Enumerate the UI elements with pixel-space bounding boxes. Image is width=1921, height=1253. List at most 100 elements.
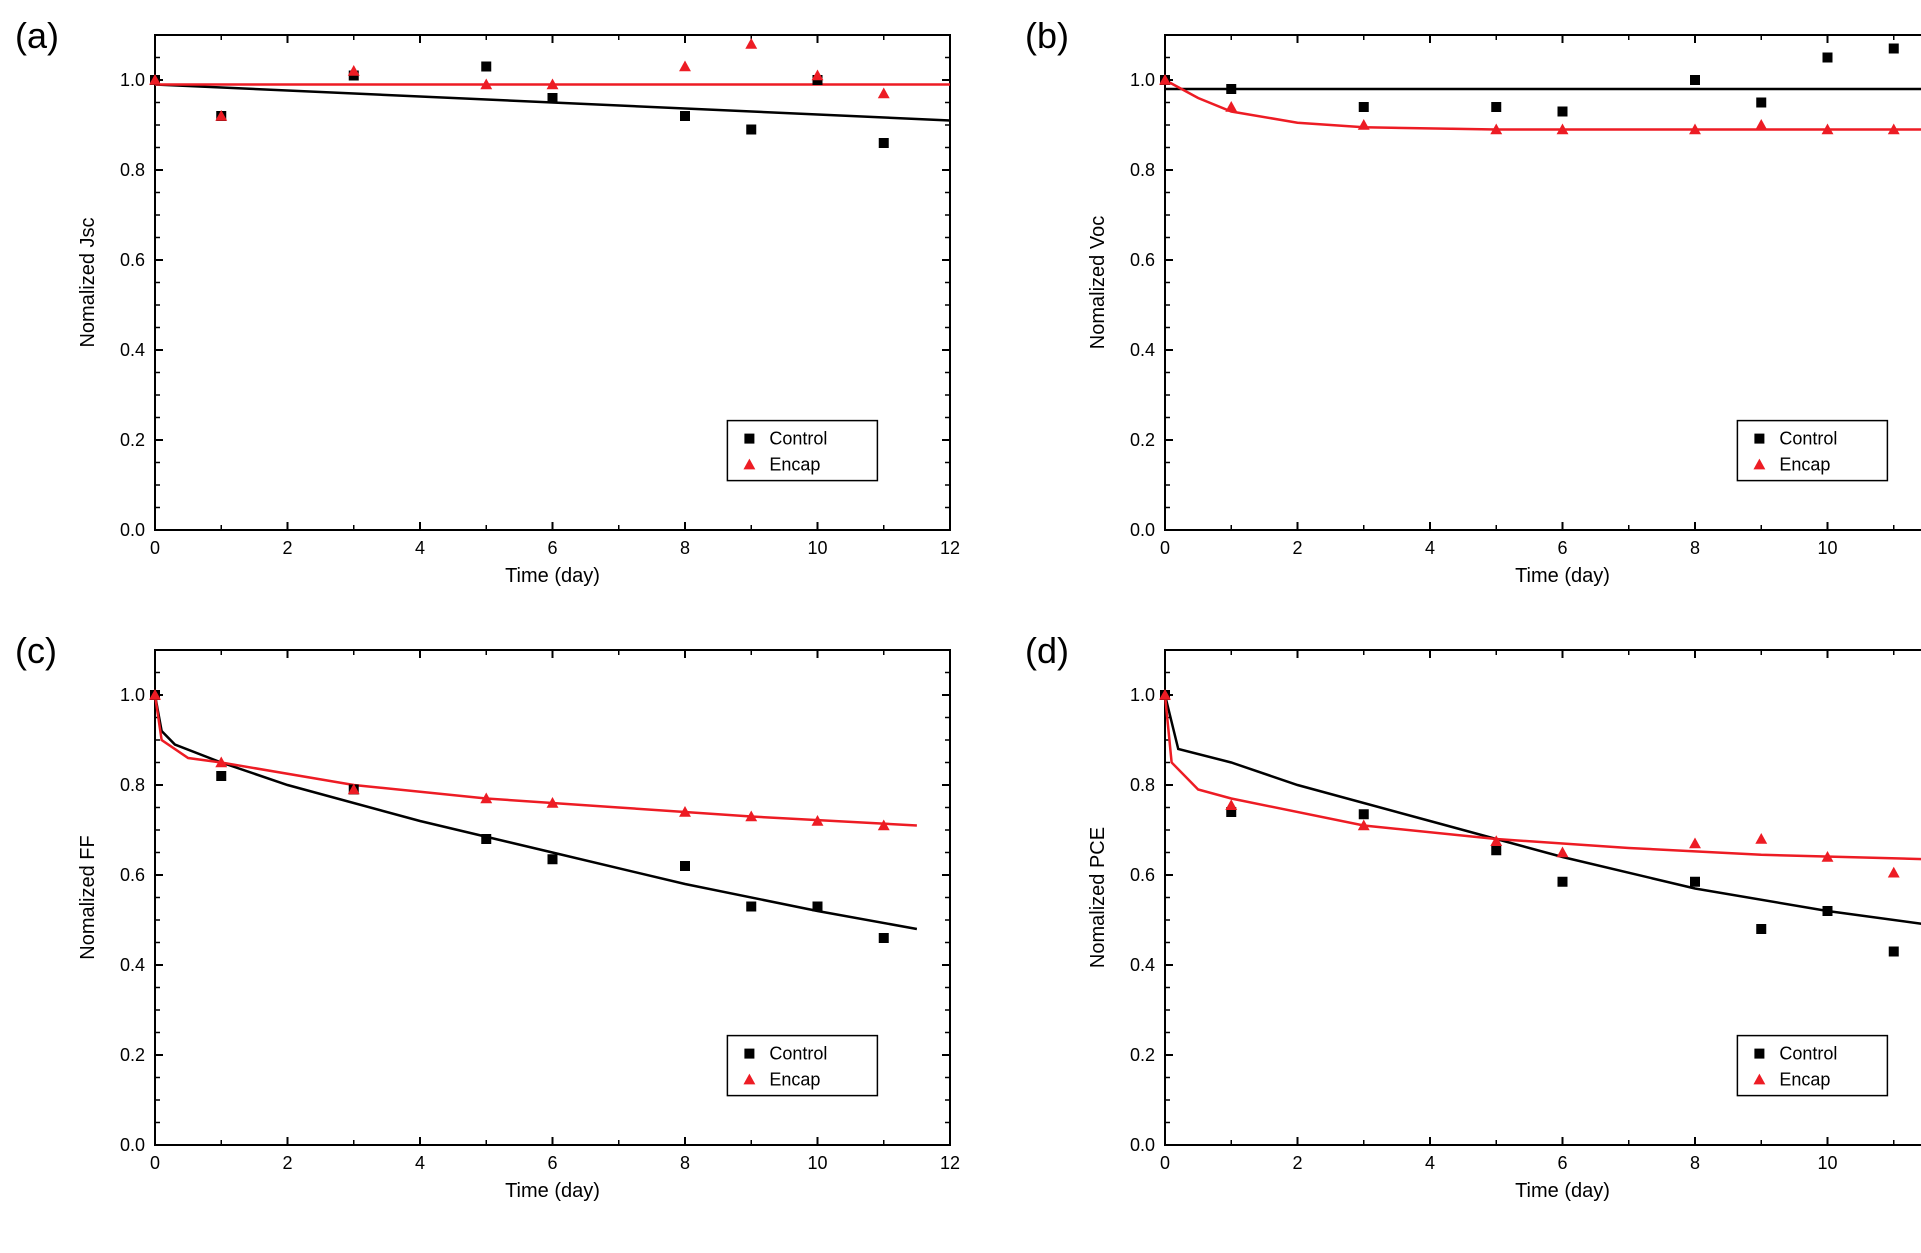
- square-marker: [744, 434, 754, 444]
- chart-svg: 0246810120.00.20.40.60.81.0Time (day)Nom…: [1080, 635, 1921, 1215]
- y-axis-label: Nomalized PCE: [1087, 827, 1109, 968]
- y-axis-label: Nomalized FF: [77, 835, 99, 959]
- panel-a: (a) 0246810120.00.20.40.60.81.0Time (day…: [20, 20, 970, 605]
- square-marker: [746, 125, 756, 135]
- legend-label-encap: Encap: [1779, 1070, 1830, 1090]
- x-tick-label: 4: [1425, 1153, 1435, 1173]
- y-tick-label: 0.6: [120, 250, 145, 270]
- x-axis-label: Time (day): [1515, 1180, 1610, 1202]
- y-tick-label: 0.8: [120, 775, 145, 795]
- square-marker: [1823, 53, 1833, 63]
- y-tick-label: 0.8: [1130, 160, 1155, 180]
- panel-label-c: (c): [15, 630, 57, 672]
- y-tick-label: 1.0: [1130, 685, 1155, 705]
- control-fit-line: [1165, 695, 1921, 925]
- square-marker: [1558, 877, 1568, 887]
- square-marker: [481, 62, 491, 72]
- square-marker: [744, 1049, 754, 1059]
- y-tick-label: 0.4: [1130, 340, 1155, 360]
- square-marker: [548, 93, 558, 103]
- x-tick-label: 2: [1292, 1153, 1302, 1173]
- y-tick-label: 0.8: [120, 160, 145, 180]
- square-marker: [1226, 84, 1236, 94]
- x-tick-label: 0: [1160, 538, 1170, 558]
- square-marker: [746, 902, 756, 912]
- encap-fit-line: [1165, 80, 1921, 130]
- square-marker: [216, 771, 226, 781]
- triangle-marker: [679, 61, 691, 72]
- triangle-marker: [1888, 867, 1900, 878]
- y-tick-label: 0.6: [1130, 250, 1155, 270]
- x-axis-label: Time (day): [505, 565, 600, 587]
- encap-fit-line: [1165, 695, 1921, 859]
- square-marker: [1756, 98, 1766, 108]
- x-tick-label: 6: [1557, 538, 1567, 558]
- panel-c: (c) 0246810120.00.20.40.60.81.0Time (day…: [20, 635, 970, 1220]
- y-tick-label: 0.4: [120, 340, 145, 360]
- square-marker: [680, 861, 690, 871]
- triangle-marker: [745, 38, 757, 49]
- chart-wrap: 0246810120.00.20.40.60.81.0Time (day)Nom…: [1080, 635, 1921, 1220]
- square-marker: [1889, 44, 1899, 54]
- y-tick-label: 1.0: [120, 70, 145, 90]
- chart-svg: 0246810120.00.20.40.60.81.0Time (day)Nom…: [70, 20, 970, 600]
- y-tick-label: 0.4: [1130, 955, 1155, 975]
- y-tick-label: 0.2: [120, 1045, 145, 1065]
- x-tick-label: 2: [282, 538, 292, 558]
- x-tick-label: 0: [1160, 1153, 1170, 1173]
- triangle-marker: [812, 70, 824, 81]
- y-tick-label: 1.0: [1130, 70, 1155, 90]
- square-marker: [1359, 809, 1369, 819]
- x-tick-label: 4: [415, 538, 425, 558]
- x-tick-label: 6: [1557, 1153, 1567, 1173]
- y-tick-label: 0.8: [1130, 775, 1155, 795]
- triangle-marker: [878, 88, 890, 99]
- square-marker: [879, 933, 889, 943]
- square-marker: [813, 902, 823, 912]
- square-marker: [1823, 906, 1833, 916]
- square-marker: [1754, 434, 1764, 444]
- x-tick-label: 6: [547, 1153, 557, 1173]
- encap-fit-line: [155, 695, 917, 826]
- x-tick-label: 10: [1817, 1153, 1837, 1173]
- square-marker: [1491, 845, 1501, 855]
- control-fit-line: [155, 695, 917, 929]
- y-tick-label: 0.2: [120, 430, 145, 450]
- square-marker: [1558, 107, 1568, 117]
- x-tick-label: 8: [680, 1153, 690, 1173]
- square-marker: [680, 111, 690, 121]
- square-marker: [879, 138, 889, 148]
- panel-label-b: (b): [1025, 15, 1069, 57]
- x-tick-label: 10: [1817, 538, 1837, 558]
- square-marker: [1754, 1049, 1764, 1059]
- y-axis-label: Nomalized Voc: [1087, 216, 1109, 349]
- chart-wrap: 0246810120.00.20.40.60.81.0Time (day)Nom…: [70, 20, 970, 605]
- x-tick-label: 6: [547, 538, 557, 558]
- square-marker: [1889, 947, 1899, 957]
- legend-label-control: Control: [1779, 1044, 1837, 1064]
- x-axis-label: Time (day): [1515, 565, 1610, 587]
- x-tick-label: 2: [1292, 538, 1302, 558]
- panel-b: (b) 0246810120.00.20.40.60.81.0Time (day…: [1030, 20, 1921, 605]
- x-tick-label: 0: [150, 538, 160, 558]
- triangle-marker: [1225, 799, 1237, 810]
- square-marker: [1359, 102, 1369, 112]
- x-tick-label: 4: [1425, 538, 1435, 558]
- legend-label-control: Control: [769, 429, 827, 449]
- chart-wrap: 0246810120.00.20.40.60.81.0Time (day)Nom…: [1080, 20, 1921, 605]
- chart-svg: 0246810120.00.20.40.60.81.0Time (day)Nom…: [1080, 20, 1921, 600]
- triangle-marker: [1358, 119, 1370, 130]
- y-tick-label: 0.0: [120, 1135, 145, 1155]
- panel-label-d: (d): [1025, 630, 1069, 672]
- x-tick-label: 8: [1690, 1153, 1700, 1173]
- square-marker: [1690, 877, 1700, 887]
- y-tick-label: 0.6: [120, 865, 145, 885]
- x-tick-label: 10: [807, 538, 827, 558]
- y-tick-label: 1.0: [120, 685, 145, 705]
- square-marker: [481, 834, 491, 844]
- triangle-marker: [348, 65, 360, 76]
- x-tick-label: 2: [282, 1153, 292, 1173]
- y-tick-label: 0.2: [1130, 430, 1155, 450]
- square-marker: [1491, 102, 1501, 112]
- triangle-marker: [1557, 847, 1569, 858]
